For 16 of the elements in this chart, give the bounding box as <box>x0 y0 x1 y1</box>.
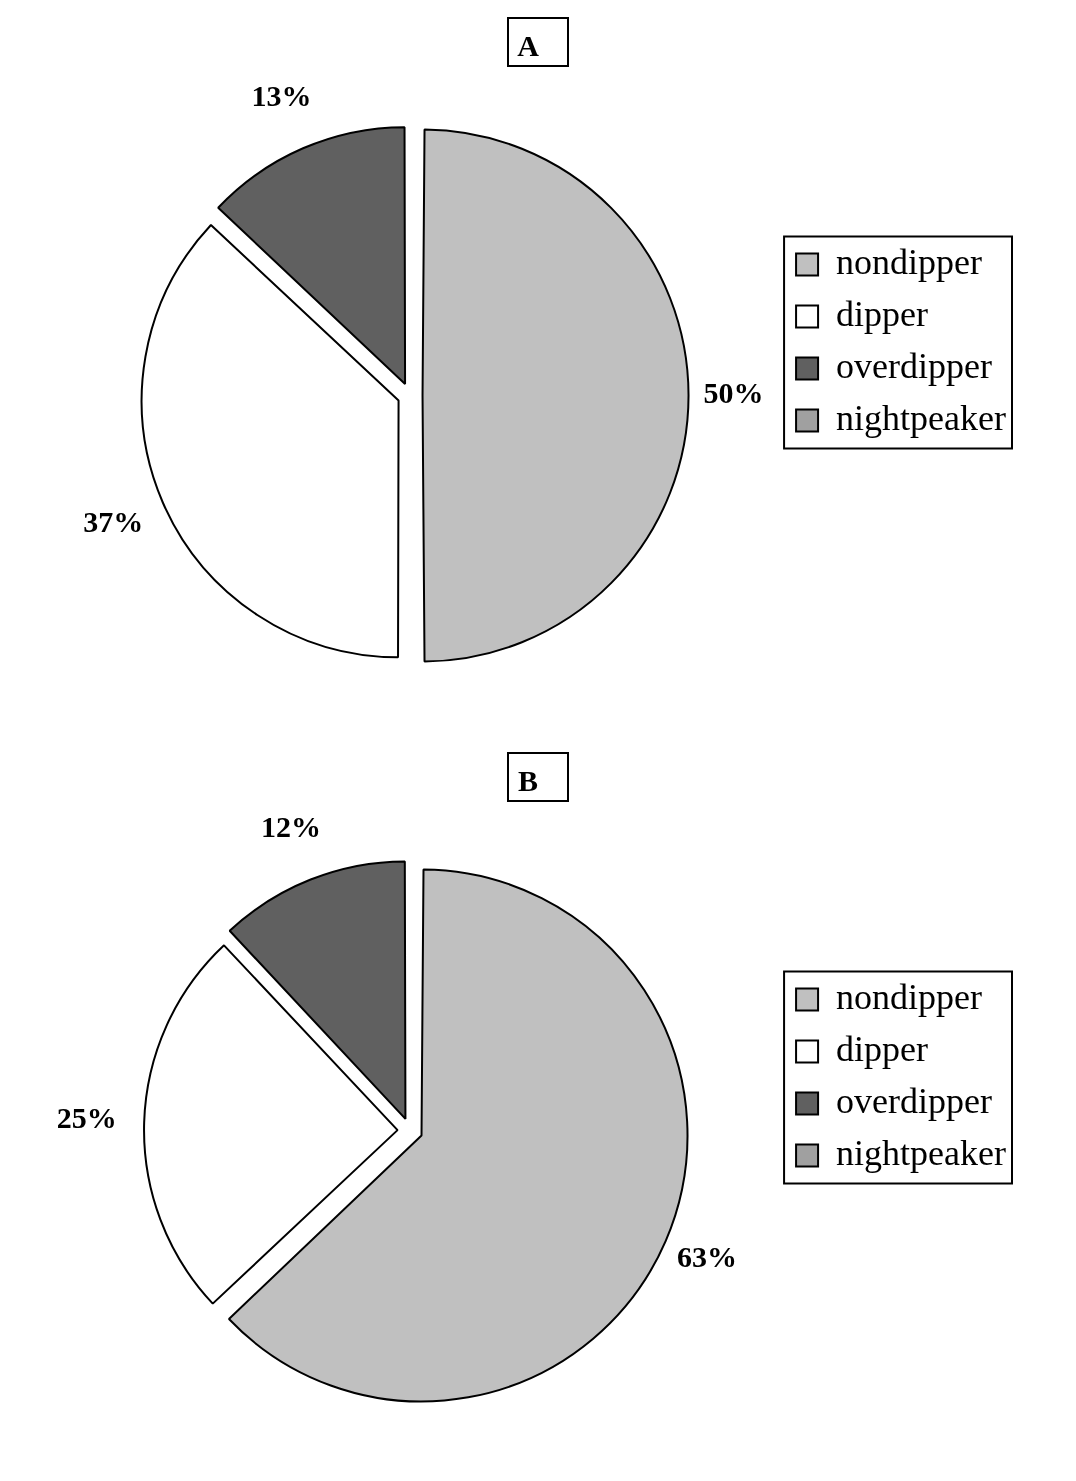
data-label: 50% <box>703 376 764 410</box>
chart-title: A <box>517 28 540 62</box>
chart-title: B <box>517 763 539 797</box>
data-label: 63% <box>676 1239 737 1273</box>
legend-label: nondipper <box>836 241 983 282</box>
data-label: 12% <box>260 810 321 844</box>
legend-label: nightpeaker <box>836 397 1007 438</box>
legend-label: dipper <box>836 1028 929 1069</box>
legend-label: dipper <box>836 293 929 334</box>
legend-label: overdipper <box>836 345 993 386</box>
legend-label: overdipper <box>836 1080 993 1121</box>
data-label: 13% <box>251 79 312 113</box>
data-label: 37% <box>83 504 144 538</box>
data-label: 25% <box>56 1101 117 1135</box>
legend-label: nondipper <box>836 976 983 1017</box>
legend-label: nightpeaker <box>836 1132 1007 1173</box>
